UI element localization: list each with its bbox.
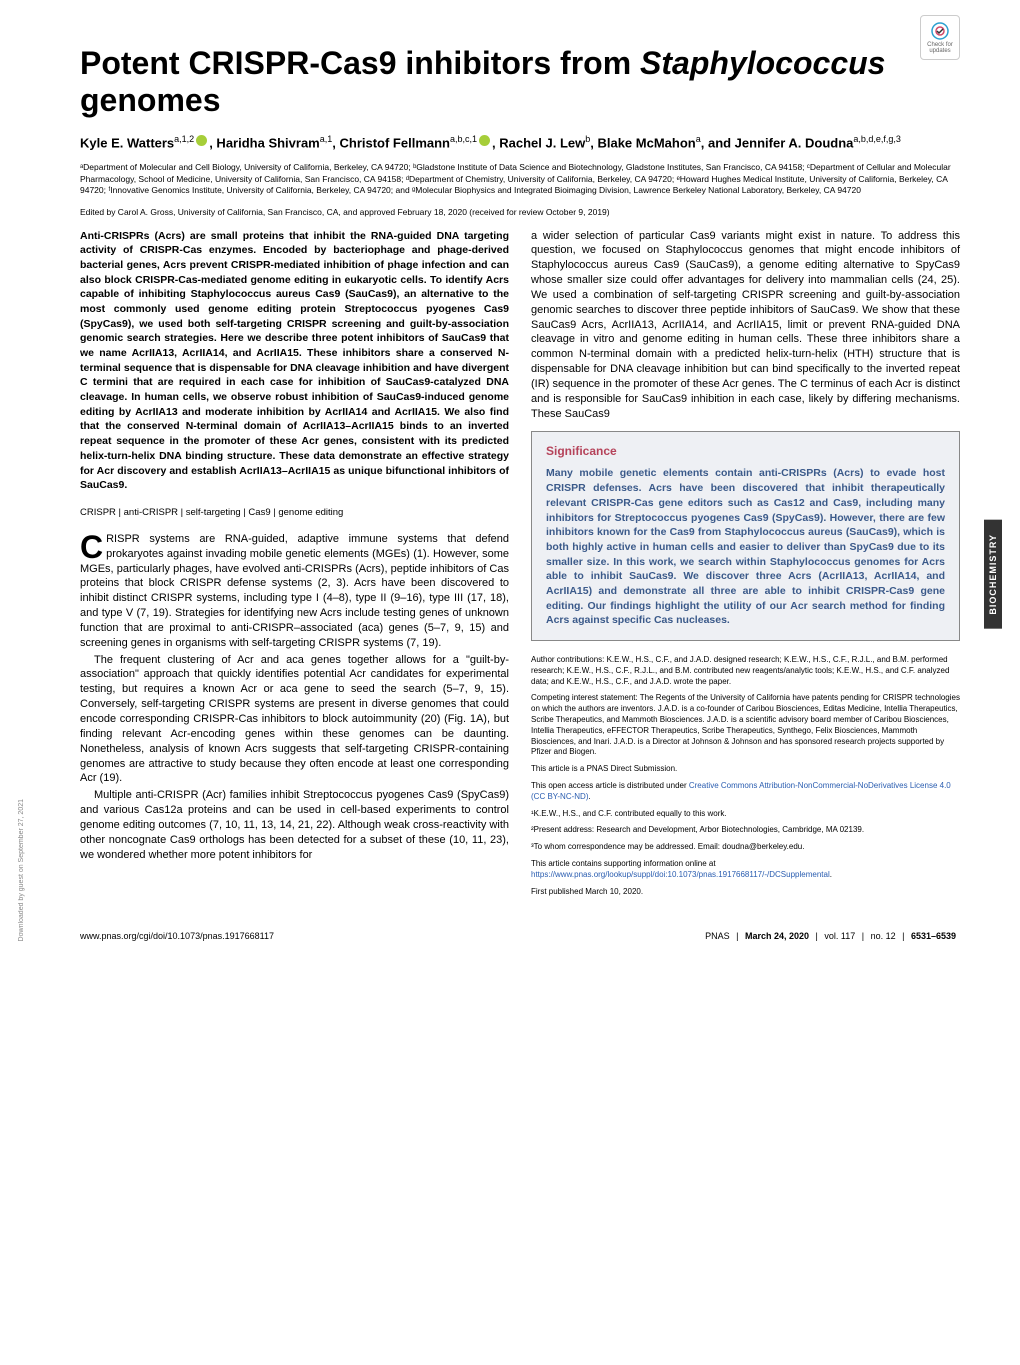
license: This open access article is distributed …: [531, 781, 960, 803]
significance-heading: Significance: [546, 444, 945, 458]
article-title: Potent CRISPR-Cas9 inhibitors from Staph…: [80, 45, 960, 119]
orcid-icon[interactable]: [196, 135, 207, 146]
supplemental-link[interactable]: https://www.pnas.org/lookup/suppl/doi:10…: [531, 870, 830, 879]
supplemental: This article contains supporting informa…: [531, 859, 960, 881]
section-tab: BIOCHEMISTRY: [984, 520, 1002, 629]
affiliations: ᵃDepartment of Molecular and Cell Biolog…: [80, 162, 960, 196]
present-address: ²Present address: Research and Developme…: [531, 825, 960, 836]
competing-interests: Competing interest statement: The Regent…: [531, 693, 960, 758]
check-updates-label: Check for updates: [921, 42, 959, 54]
author-list: Kyle E. Wattersa,1,2, Haridha Shivrama,1…: [80, 133, 960, 153]
footer-pages: 6531–6539: [911, 931, 956, 941]
body-paragraph: CRISPR systems are RNA-guided, adaptive …: [80, 532, 509, 651]
footer-journal: PNAS: [705, 931, 730, 941]
footer-doi: www.pnas.org/cgi/doi/10.1073/pnas.191766…: [80, 931, 274, 941]
footer-date: March 24, 2020: [745, 931, 809, 941]
body-paragraph: Multiple anti-CRISPR (Acr) families inhi…: [80, 788, 509, 862]
check-updates-badge[interactable]: Check for updates: [920, 15, 960, 60]
footnotes: Author contributions: K.E.W., H.S., C.F.…: [531, 655, 960, 897]
keywords: CRISPR | anti-CRISPR | self-targeting | …: [80, 507, 509, 518]
footer-no: no. 12: [871, 931, 896, 941]
body-paragraph: The frequent clustering of Acr and aca g…: [80, 653, 509, 787]
correspondence: ³To whom correspondence may be addressed…: [531, 842, 960, 853]
body-paragraph: a wider selection of particular Cas9 var…: [531, 229, 960, 422]
significance-box: Significance Many mobile genetic element…: [531, 431, 960, 641]
author-contributions: Author contributions: K.E.W., H.S., C.F.…: [531, 655, 960, 687]
page-footer: www.pnas.org/cgi/doi/10.1073/pnas.191766…: [80, 923, 960, 941]
first-published: First published March 10, 2020.: [531, 887, 960, 898]
equal-contribution: ¹K.E.W., H.S., and C.F. contributed equa…: [531, 809, 960, 820]
download-note: Downloaded by guest on September 27, 202…: [18, 799, 25, 941]
direct-submission: This article is a PNAS Direct Submission…: [531, 764, 960, 775]
significance-text: Many mobile genetic elements contain ant…: [546, 466, 945, 628]
abstract: Anti-CRISPRs (Acrs) are small proteins t…: [80, 229, 509, 493]
orcid-icon[interactable]: [479, 135, 490, 146]
check-updates-icon: [931, 22, 949, 40]
footer-vol: vol. 117: [824, 931, 855, 941]
edited-by: Edited by Carol A. Gross, University of …: [80, 207, 960, 217]
